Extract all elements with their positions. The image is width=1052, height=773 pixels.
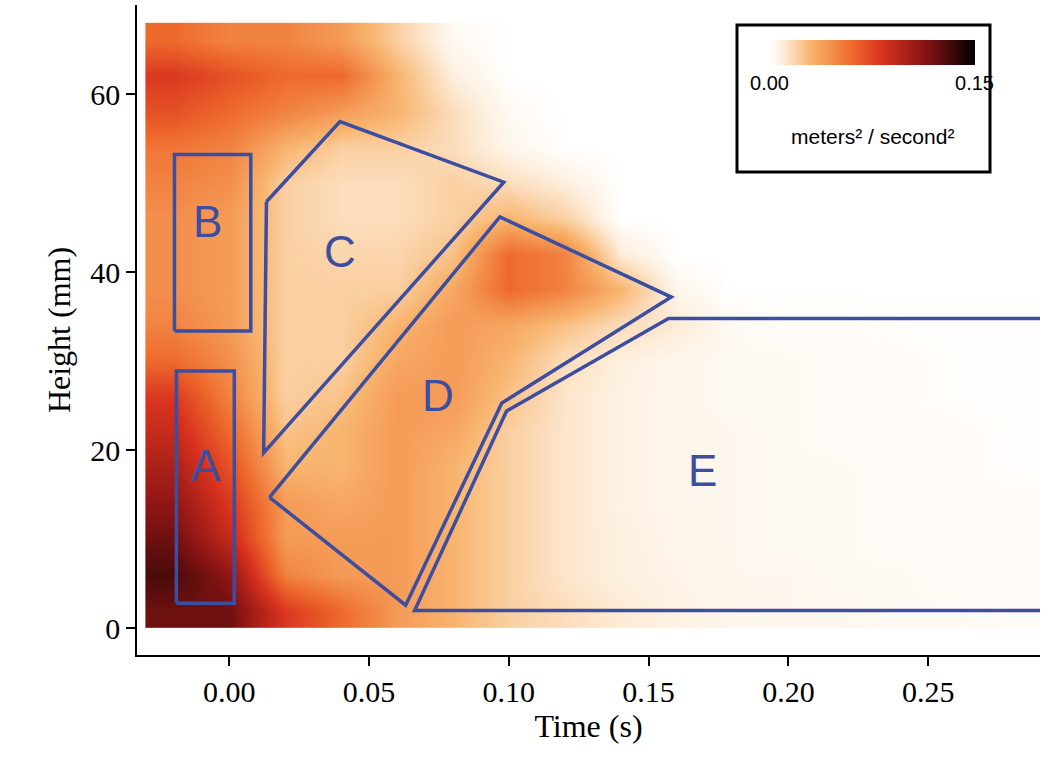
svg-text:Time (s): Time (s) <box>534 708 642 744</box>
svg-text:0.00: 0.00 <box>203 675 256 708</box>
svg-text:0.25: 0.25 <box>902 675 955 708</box>
svg-text:B: B <box>193 197 222 246</box>
svg-text:60: 60 <box>90 78 120 111</box>
svg-text:0.15: 0.15 <box>955 72 994 94</box>
svg-text:A: A <box>191 441 221 490</box>
svg-text:Height (mm): Height (mm) <box>41 247 77 413</box>
svg-text:C: C <box>324 227 356 276</box>
svg-text:0.00: 0.00 <box>750 72 789 94</box>
svg-text:0: 0 <box>105 612 120 645</box>
svg-text:20: 20 <box>90 434 120 467</box>
svg-text:0.20: 0.20 <box>762 675 815 708</box>
svg-text:0.15: 0.15 <box>622 675 675 708</box>
svg-text:40: 40 <box>90 256 120 289</box>
svg-text:D: D <box>422 371 454 420</box>
svg-text:E: E <box>688 446 717 495</box>
svg-text:meters² / second²: meters² / second² <box>791 125 954 148</box>
svg-text:0.10: 0.10 <box>483 675 536 708</box>
svg-text:0.05: 0.05 <box>343 675 396 708</box>
